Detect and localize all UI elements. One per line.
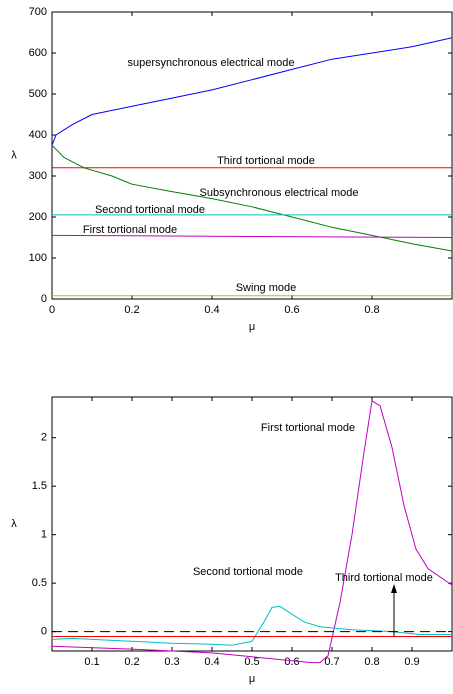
series-line: [51, 605, 452, 646]
series-label: Subsynchronous electrical mode: [200, 187, 359, 199]
series-line: [51, 144, 453, 252]
x-tick-label: 0.8: [364, 656, 379, 668]
x-tick-label: 0.8: [364, 304, 379, 316]
x-tick-label: 0.2: [124, 304, 139, 316]
y-tick-label: 1: [41, 529, 47, 541]
x-tick-label: 0.6: [284, 656, 299, 668]
y-tick-label: 400: [29, 129, 47, 141]
series-label: Swing mode: [236, 282, 297, 294]
y-tick-label: 600: [29, 47, 47, 59]
x-tick-label: 0.5: [244, 656, 259, 668]
x-tick-label: 0.4: [204, 304, 219, 316]
series-label: First tortional mode: [83, 224, 177, 236]
y-tick-label: 500: [29, 88, 47, 100]
y-tick-label: 1.5: [32, 480, 47, 492]
y-tick-label: 200: [29, 211, 47, 223]
y-tick-label: 300: [29, 170, 47, 182]
plot-area: [51, 11, 453, 300]
x-axis-label: μ: [249, 321, 255, 333]
y-tick-label: 700: [29, 6, 47, 18]
y-tick-label: 2: [41, 432, 47, 444]
y-tick-label: 0.5: [32, 577, 47, 589]
x-tick-label: 0.4: [204, 656, 219, 668]
x-tick-label: 0.9: [404, 656, 419, 668]
series-label: Third tortional mode: [335, 572, 433, 584]
series-line: [51, 400, 453, 664]
x-tick-label: 0: [49, 304, 55, 316]
y-axis-label: λ: [11, 149, 17, 161]
series-label: supersynchronous electrical mode: [128, 57, 295, 69]
y-axis-label: λ: [11, 518, 17, 530]
series-label: Third tortional mode: [217, 155, 315, 167]
y-tick-label: 100: [29, 252, 47, 264]
series-label: Second tortional mode: [95, 204, 205, 216]
x-tick-label: 0.7: [324, 656, 339, 668]
x-tick-label: 0.6: [284, 304, 299, 316]
series-label: First tortional mode: [261, 422, 355, 434]
plot-area: [51, 396, 453, 652]
x-tick-label: 0.2: [124, 656, 139, 668]
y-tick-label: 0: [41, 293, 47, 305]
y-tick-label: 0: [41, 626, 47, 638]
series-label: Second tortional mode: [193, 566, 303, 578]
series-line: [51, 234, 453, 238]
x-axis-label: μ: [249, 673, 255, 685]
x-tick-label: 0.1: [84, 656, 99, 668]
x-tick-label: 0.3: [164, 656, 179, 668]
series-line: [51, 37, 453, 146]
annotation-arrowhead: [391, 584, 397, 593]
